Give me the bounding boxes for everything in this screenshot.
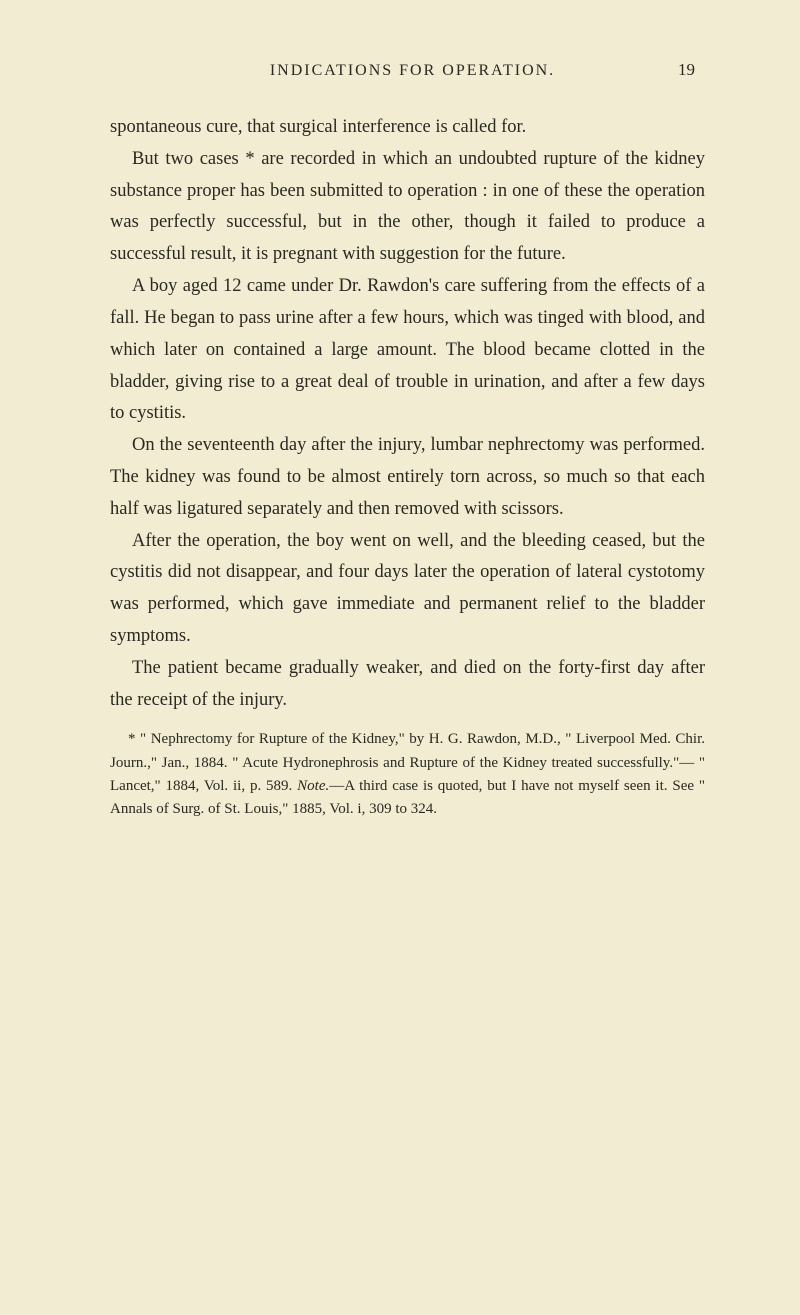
paragraph-4: On the seventeenth day after the injury,… [110,430,705,525]
paragraph-6: The patient became gradually weaker, and… [110,653,705,717]
page-number: 19 [665,60,695,80]
footnote-text: * " Nephrectomy for Rupture of the Kidne… [110,728,705,821]
paragraph-2: But two cases * are recorded in which an… [110,144,705,271]
body-text: spontaneous cure, that surgical interfer… [110,112,705,716]
footnote-marker: * [128,731,136,747]
page-header: INDICATIONS FOR OPERATION. 19 [110,60,705,80]
paragraph-5: After the operation, the boy went on wel… [110,526,705,653]
footnote-block: * " Nephrectomy for Rupture of the Kidne… [110,728,705,821]
paragraph-1: spontaneous cure, that surgical interfer… [110,112,705,144]
running-header: INDICATIONS FOR OPERATION. [160,62,665,80]
footnote-note-word: Note. [297,778,329,794]
paragraph-3: A boy aged 12 came under Dr. Rawdon's ca… [110,271,705,430]
